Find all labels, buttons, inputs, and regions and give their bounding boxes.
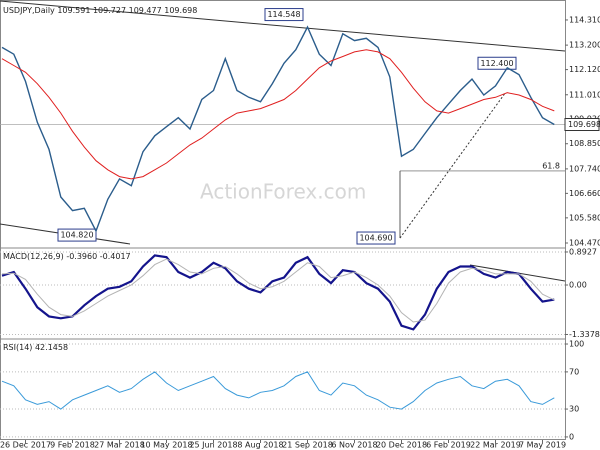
x-tick-label: 8 Aug 2018 xyxy=(237,441,283,450)
x-tick-label: 9 Feb 2018 xyxy=(50,441,95,450)
panel-header: USDJPY,Daily 109.591 109.727 109.477 109… xyxy=(3,6,197,15)
price-label: 114.548 xyxy=(267,10,300,19)
watermark: ActionForex.com xyxy=(200,180,366,204)
y-tick-label: 108.850 xyxy=(569,139,600,148)
y-tick-label: 0.8927 xyxy=(569,247,597,256)
price-label-box xyxy=(356,231,396,245)
series-line xyxy=(1,254,555,331)
x-tick-label: 7 May 2019 xyxy=(519,441,566,450)
price-label-box xyxy=(57,228,97,242)
y-tick-label: 114.310 xyxy=(569,15,600,24)
y-tick-label: 70 xyxy=(569,367,579,376)
price-label: 104.820 xyxy=(60,231,93,240)
panel-header: RSI(14) 42.1458 xyxy=(3,343,68,352)
y-tick-label: 0.00 xyxy=(569,280,587,289)
header-text: MACD(12,26,9) xyxy=(3,252,64,261)
fib-label: 61.8 xyxy=(542,161,560,170)
y-tick-label: 104.470 xyxy=(569,239,600,248)
price-label: 104.690 xyxy=(359,234,392,243)
trend-line xyxy=(0,0,566,52)
y-tick-label: 106.660 xyxy=(569,189,600,198)
price-label: 112.400 xyxy=(480,59,513,68)
x-tick-label: 21 Sep 2018 xyxy=(282,441,333,450)
header-text: RSI(14) xyxy=(3,343,32,352)
header-text: 109.727 xyxy=(93,6,126,15)
series-line xyxy=(1,371,555,410)
panel-header: MACD(12,26,9) -0.3960 -0.4017 xyxy=(3,252,131,261)
price-label-box xyxy=(264,8,304,22)
y-tick-label: 105.580 xyxy=(569,213,600,222)
header-text: 42.1458 xyxy=(35,343,68,352)
x-tick-label: 26 Dec 2017 xyxy=(0,441,51,450)
header-text: 109.698 xyxy=(164,6,197,15)
x-tick-label: 22 Mar 2019 xyxy=(470,441,521,450)
current-price-box xyxy=(564,118,600,132)
y-tick-label: 100 xyxy=(569,340,584,349)
y-tick-label: -1.3378 xyxy=(569,330,600,339)
y-tick-label: 113.200 xyxy=(569,41,600,50)
series-line xyxy=(1,258,555,323)
x-tick-label: 25 Jun 2018 xyxy=(189,441,237,450)
header-text: 109.591 xyxy=(57,6,90,15)
y-tick-label: 30 xyxy=(569,405,579,414)
x-tick-label: 10 May 2018 xyxy=(140,441,192,450)
y-tick-label: 112.120 xyxy=(569,65,600,74)
x-tick-label: 6 Nov 2018 xyxy=(331,441,377,450)
y-tick-label: 111.010 xyxy=(569,90,600,99)
trend-line xyxy=(399,92,506,239)
header-text: USDJPY,Daily xyxy=(3,6,55,15)
y-tick-label: 0 xyxy=(569,432,574,441)
x-tick-label: 27 Mar 2018 xyxy=(94,441,145,450)
header-text: -0.4017 xyxy=(100,252,131,261)
header-text: -0.3960 xyxy=(66,252,97,261)
x-tick-label: 6 Feb 2019 xyxy=(426,441,471,450)
current-price-label: 109.698 xyxy=(568,120,600,129)
price-label-box xyxy=(477,56,517,70)
header-text: 109.477 xyxy=(129,6,162,15)
series-line xyxy=(1,25,555,233)
x-tick-label: 20 Dec 2018 xyxy=(376,441,427,450)
plot-frame xyxy=(0,0,566,440)
y-tick-label: 107.740 xyxy=(569,164,600,173)
series-line xyxy=(1,49,555,180)
